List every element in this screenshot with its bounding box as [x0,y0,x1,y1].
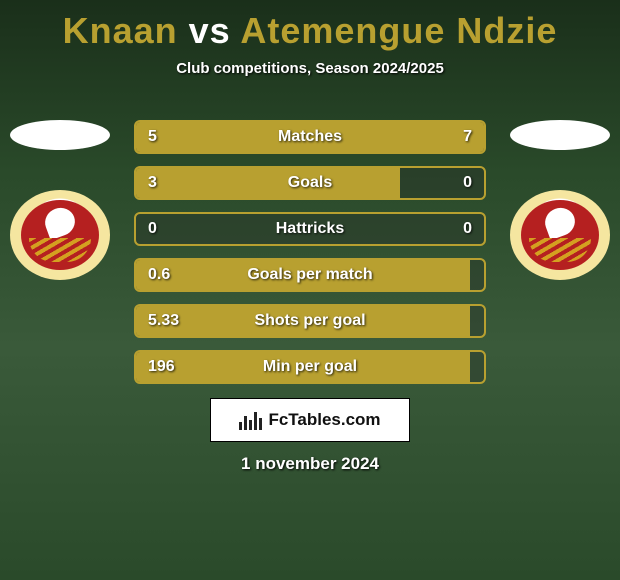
stat-value-left: 3 [148,166,157,200]
club-badge-icon [521,200,599,270]
date-text: 1 november 2024 [0,454,620,474]
left-club-column [10,120,110,280]
stat-value-left: 196 [148,350,175,384]
stat-row: Hattricks0 0 [134,212,486,246]
stat-label: Shots per goal [134,304,486,338]
stat-value-right: 7 [463,120,472,154]
brand-text: FcTables.com [268,410,380,430]
stat-row: Shots per goal5.33 [134,304,486,338]
stat-row: Goals per match0.6 [134,258,486,292]
stat-label: Goals [134,166,486,200]
comparison-bars: Matches57Goals30Hattricks00Goals per mat… [134,120,486,396]
player1-name: Knaan [63,10,178,51]
stat-value-left: 0 [148,212,157,246]
brand-chart-icon [239,410,262,430]
stat-value-left: 5 [148,120,157,154]
player2-silhouette [510,120,610,150]
stat-row: Matches5 7 [134,120,486,154]
player1-club-badge [10,190,110,280]
stat-label: Goals per match [134,258,486,292]
right-club-column [510,120,610,280]
stat-value-right: 0 [463,212,472,246]
player2-club-badge [510,190,610,280]
stat-value-left: 0.6 [148,258,170,292]
player1-silhouette [10,120,110,150]
brand-box: FcTables.com [210,398,410,442]
stat-label: Hattricks [134,212,486,246]
subtitle: Club competitions, Season 2024/2025 [0,60,620,77]
stat-label: Matches [134,120,486,154]
comparison-title: Knaan vs Atemengue Ndzie [0,0,620,52]
stat-value-right: 0 [463,166,472,200]
stat-label: Min per goal [134,350,486,384]
stat-row: Min per goal196 [134,350,486,384]
vs-text: vs [189,10,231,51]
stat-value-left: 5.33 [148,304,179,338]
club-badge-icon [21,200,99,270]
stat-row: Goals3 0 [134,166,486,200]
player2-name: Atemengue Ndzie [240,10,557,51]
